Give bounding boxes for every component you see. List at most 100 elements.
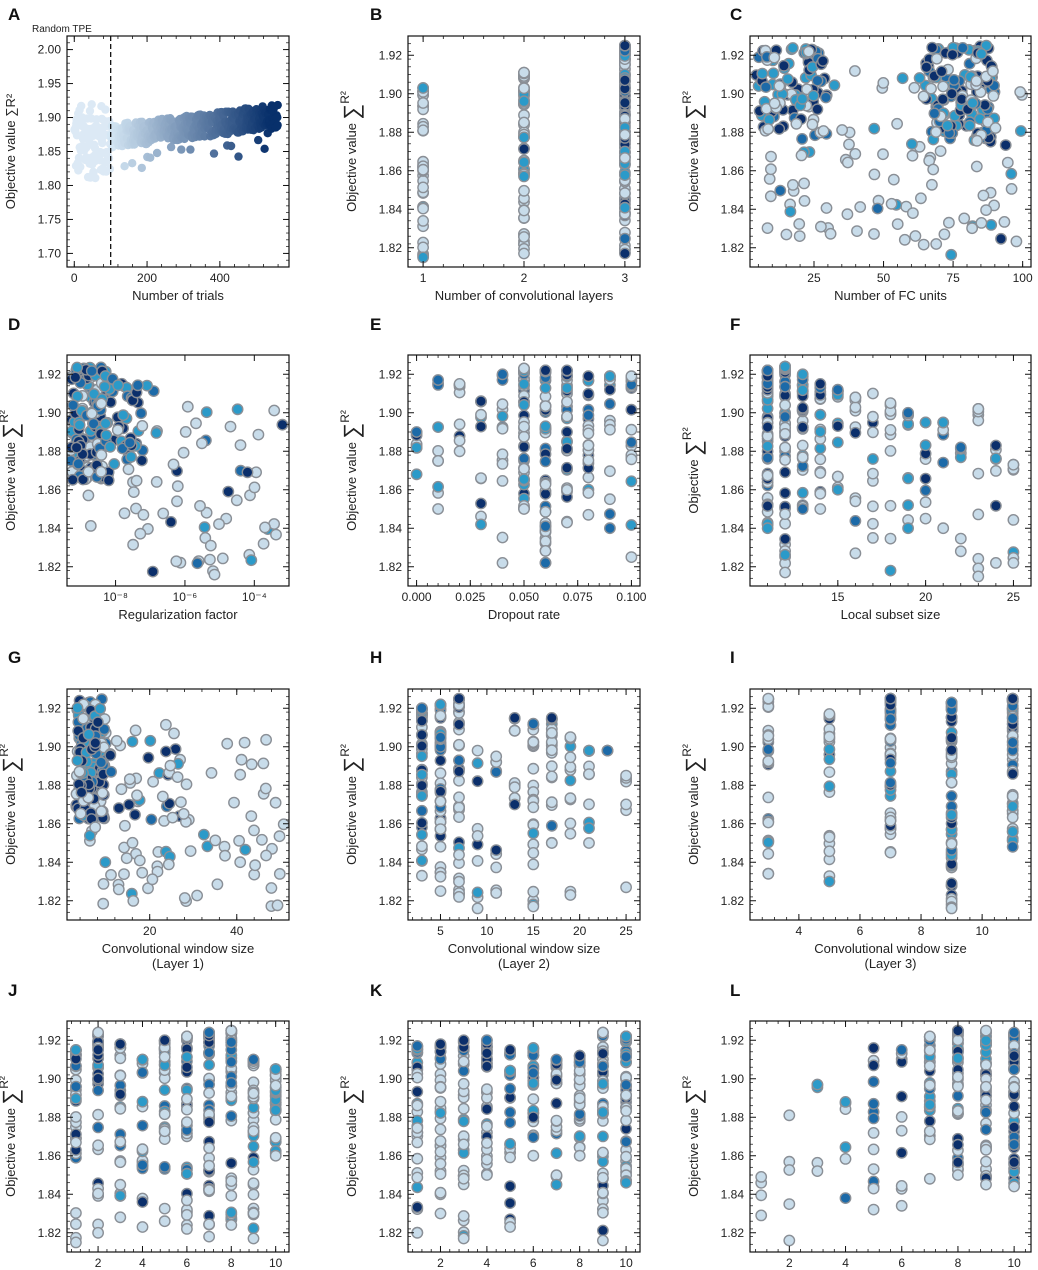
points-K bbox=[411, 1026, 632, 1247]
data-point bbox=[923, 1098, 936, 1111]
x-tick-label: 20 bbox=[143, 924, 157, 938]
data-point bbox=[925, 82, 937, 95]
x-tick-label: 10⁻⁴ bbox=[242, 590, 267, 604]
data-point bbox=[211, 878, 224, 891]
data-point bbox=[817, 55, 829, 67]
data-point bbox=[203, 1184, 216, 1196]
data-point bbox=[270, 528, 282, 541]
data-point bbox=[136, 866, 149, 879]
y-tick-label: 1.92 bbox=[721, 367, 745, 381]
data-point bbox=[896, 72, 909, 85]
data-point bbox=[786, 42, 799, 54]
data-point bbox=[884, 776, 897, 789]
data-point bbox=[434, 840, 447, 853]
data-point bbox=[518, 184, 530, 197]
data-point bbox=[956, 42, 969, 54]
data-point bbox=[453, 377, 466, 390]
data-point bbox=[604, 383, 616, 396]
x-tick-label: 8 bbox=[955, 1256, 962, 1270]
data-point bbox=[762, 847, 775, 860]
data-point bbox=[504, 1082, 516, 1095]
panel-E: E 0.000 0.025 0.050 0.075 0.100 1.82 1.84 1.86 1.… bbox=[338, 315, 647, 622]
data-point bbox=[884, 814, 897, 827]
data-point bbox=[170, 555, 183, 568]
data-point bbox=[895, 1146, 908, 1159]
data-point bbox=[980, 1155, 992, 1168]
data-point bbox=[945, 809, 958, 821]
data-point bbox=[823, 845, 836, 858]
data-point bbox=[67, 399, 80, 412]
data-point bbox=[480, 1060, 493, 1073]
data-point bbox=[191, 557, 204, 570]
data-point bbox=[871, 202, 884, 215]
data-point bbox=[122, 463, 135, 476]
data-point bbox=[811, 103, 824, 116]
y-tick-label: 1.85 bbox=[38, 145, 62, 159]
data-point bbox=[823, 875, 836, 888]
data-point bbox=[235, 753, 248, 766]
y-tick-label: 1.90 bbox=[38, 1072, 62, 1086]
data-point bbox=[779, 427, 791, 440]
data-point bbox=[1006, 712, 1019, 725]
data-point bbox=[877, 77, 890, 89]
data-point bbox=[234, 856, 247, 869]
data-point bbox=[884, 757, 897, 769]
panel-label-E: E bbox=[370, 315, 381, 334]
data-point bbox=[180, 778, 193, 791]
y-tick-label: 1.82 bbox=[38, 560, 62, 574]
data-point bbox=[1008, 1081, 1020, 1094]
data-point bbox=[958, 212, 971, 225]
data-point bbox=[114, 1189, 127, 1202]
data-point bbox=[209, 834, 222, 847]
x-tick-label: 4 bbox=[139, 1256, 146, 1270]
data-point bbox=[946, 48, 959, 61]
data-point bbox=[518, 231, 530, 243]
data-point bbox=[582, 487, 595, 499]
data-point bbox=[259, 521, 271, 534]
data-point bbox=[620, 1079, 632, 1091]
data-point bbox=[972, 402, 985, 415]
data-point bbox=[820, 91, 832, 104]
data-point bbox=[195, 437, 208, 450]
data-point bbox=[831, 436, 844, 449]
data-point bbox=[814, 377, 827, 390]
data-point bbox=[970, 75, 983, 87]
svg-text:Objective value ∑R²: Objective value ∑R² bbox=[338, 91, 364, 212]
y-tick-label: 1.82 bbox=[721, 560, 745, 574]
y-tick-label: 1.90 bbox=[721, 406, 745, 420]
data-point bbox=[162, 858, 175, 871]
data-point bbox=[975, 216, 988, 229]
data-point bbox=[793, 230, 806, 243]
data-point bbox=[545, 744, 558, 757]
x-axis-label-B: Number of convolutional layers bbox=[435, 288, 614, 303]
data-point bbox=[601, 744, 614, 757]
data-point bbox=[550, 1074, 563, 1086]
data-point bbox=[849, 495, 862, 508]
data-point bbox=[824, 227, 837, 240]
data-point bbox=[504, 1221, 516, 1233]
data-point bbox=[945, 837, 958, 850]
data-point bbox=[963, 119, 976, 132]
x-axis-label-E: Dropout rate bbox=[488, 607, 560, 622]
data-point bbox=[224, 420, 237, 433]
data-point bbox=[811, 1165, 824, 1178]
data-point bbox=[203, 1087, 216, 1099]
data-point bbox=[564, 731, 577, 743]
data-point bbox=[779, 508, 791, 520]
data-point bbox=[198, 521, 211, 534]
data-point bbox=[490, 750, 503, 763]
data-point bbox=[434, 1095, 447, 1108]
data-point bbox=[166, 142, 176, 152]
data-point bbox=[839, 1096, 852, 1108]
data-point bbox=[417, 241, 429, 254]
y-tick-label: 1.90 bbox=[379, 87, 403, 101]
data-point bbox=[71, 361, 84, 374]
data-point bbox=[457, 1077, 470, 1090]
data-point bbox=[620, 1030, 632, 1043]
data-point bbox=[787, 178, 799, 191]
data-point bbox=[884, 499, 897, 512]
data-point bbox=[851, 225, 863, 238]
data-point bbox=[475, 497, 487, 510]
data-point bbox=[130, 502, 142, 515]
data-point bbox=[134, 527, 147, 540]
